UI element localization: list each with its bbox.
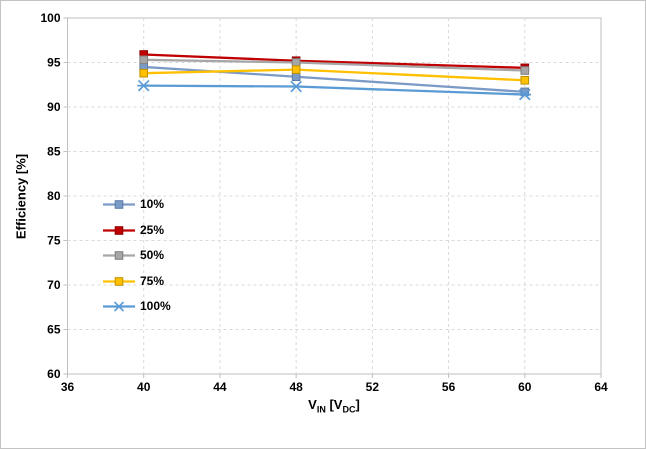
y-tick-label: 95 [47, 56, 61, 70]
x-star-marker [289, 80, 303, 93]
square-marker [520, 76, 530, 85]
series-75% [139, 65, 530, 85]
x-star-marker [137, 79, 151, 92]
legend-label: 10% [140, 197, 165, 212]
legend-swatch-10% [103, 200, 135, 210]
square-marker [291, 58, 301, 67]
y-tick-label: 100 [40, 11, 60, 25]
x-axis-title-end: ] [355, 397, 360, 412]
x-star-marker [518, 88, 532, 101]
legend-swatch-100% [103, 301, 135, 312]
legend-label: 75% [140, 273, 165, 288]
square-marker [291, 65, 301, 74]
legend-swatch-50% [103, 251, 135, 261]
square-marker [139, 55, 149, 65]
x-tick-label: 44 [213, 380, 227, 394]
legend: 10% 25% 50% 75% 100% [102, 192, 171, 320]
legend-item-100%: 100% [102, 294, 171, 320]
y-tick-label: 65 [47, 323, 61, 337]
x-tick-label: 40 [137, 380, 151, 394]
legend-label: 25% [140, 222, 165, 237]
legend-item-25%: 25% [102, 218, 171, 244]
legend-item-75%: 75% [102, 269, 171, 295]
y-tick-label: 70 [47, 278, 61, 292]
y-tick-label: 75 [47, 234, 61, 248]
legend-label: 50% [140, 248, 165, 263]
legend-item-50%: 50% [102, 243, 171, 269]
y-tick-label: 90 [47, 100, 61, 114]
y-axis-title: Efficiency [%] [13, 153, 29, 240]
x-axis-title-sub-in: IN [316, 404, 326, 415]
axes: 36 40 44 48 52 56 60 64 60 65 70 75 80 85 90 95 100 [40, 11, 608, 394]
square-marker [139, 68, 149, 78]
legend-label: 100% [140, 299, 171, 314]
legend-swatch-75% [103, 276, 135, 286]
x-axis-title: VIN [VDC] [234, 397, 434, 417]
x-tick-label: 48 [289, 380, 303, 394]
square-marker [520, 66, 530, 75]
y-tick-label: 60 [47, 367, 61, 381]
gridlines [67, 18, 601, 374]
legend-swatch-25% [103, 225, 135, 235]
x-axis-title-base: V [308, 397, 317, 412]
x-tick-label: 36 [61, 380, 75, 394]
x-axis-title-sub-dc: DC [342, 404, 356, 415]
legend-item-10%: 10% [102, 192, 171, 218]
y-tick-label: 85 [47, 145, 61, 159]
x-tick-label: 56 [442, 380, 456, 394]
square-marker [291, 72, 301, 82]
x-tick-label: 52 [366, 380, 380, 394]
x-axis-title-mid: [V [325, 397, 343, 412]
x-tick-label: 64 [594, 380, 608, 394]
x-tick-label: 60 [518, 380, 532, 394]
series-100% [137, 79, 532, 101]
y-tick-label: 80 [47, 189, 61, 203]
